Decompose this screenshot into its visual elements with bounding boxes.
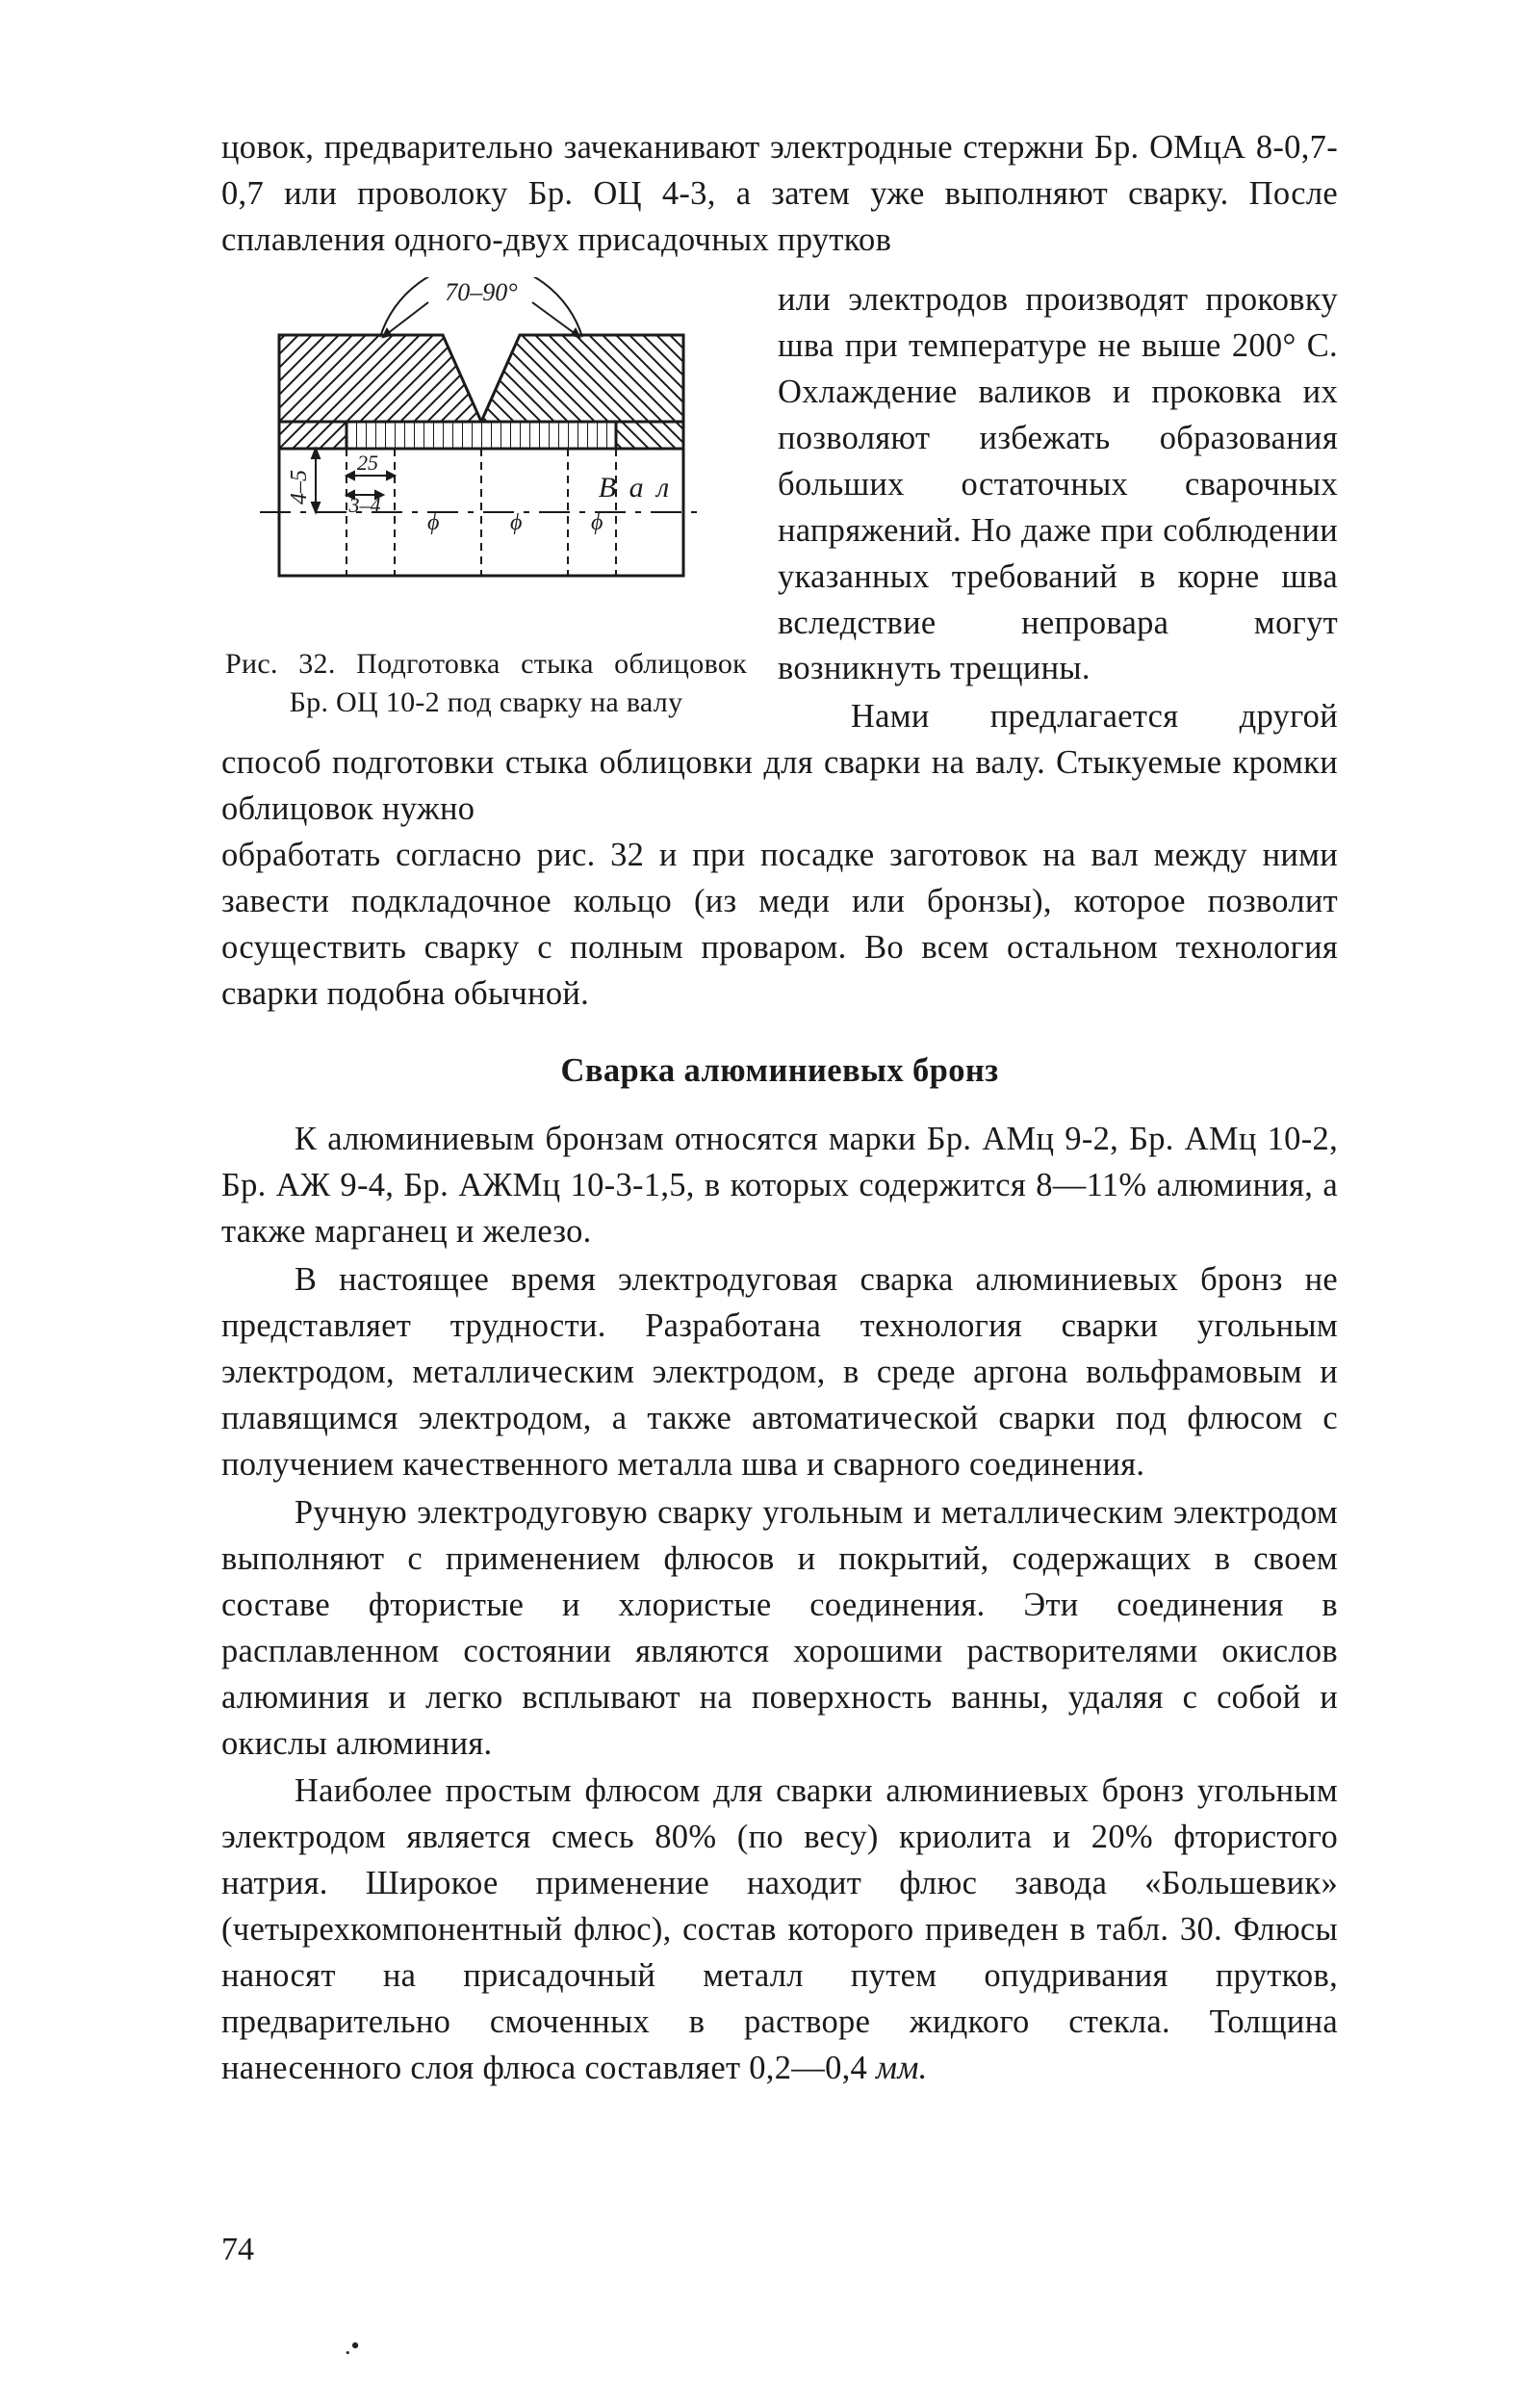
page-dot: .• (345, 2332, 360, 2361)
figure-caption: Рис. 32. Подготовка стыка облицовок Бр. … (225, 645, 747, 723)
page-number: 74 (221, 2232, 254, 2268)
section-title: Сварка алюминиевых бронз (221, 1052, 1338, 1090)
dim-phi-1: ϕ (427, 510, 439, 535)
body-para-3: Ручную электродуговую сварку угольным и … (221, 1490, 1338, 1768)
figure-svg: 70–90° В а л (221, 277, 751, 624)
dim-phi-3: ϕ (591, 510, 603, 535)
dim-25: 25 (357, 451, 378, 475)
dim-4-5: 4–5 (287, 470, 312, 504)
body-para-1: К алюминиевым бронзам относятся марки Бр… (221, 1117, 1338, 1255)
shaft-label: В а л (599, 472, 672, 504)
body-para-4: Наиболее простым флюсом для сварки алюми… (221, 1769, 1338, 2092)
angle-label: 70–90° (445, 278, 517, 306)
continuation-para: обработать согласно рис. 32 и при посадк… (221, 833, 1338, 1018)
dim-3-4: 3–4 (348, 493, 381, 517)
top-paragraph: цовок, предварительно зачеканивают элект… (221, 125, 1338, 264)
figure-block: 70–90° В а л (221, 277, 751, 723)
body-para-2: В настоящее время электродуговая сварка … (221, 1257, 1338, 1488)
dim-phi-2: ϕ (510, 510, 522, 535)
